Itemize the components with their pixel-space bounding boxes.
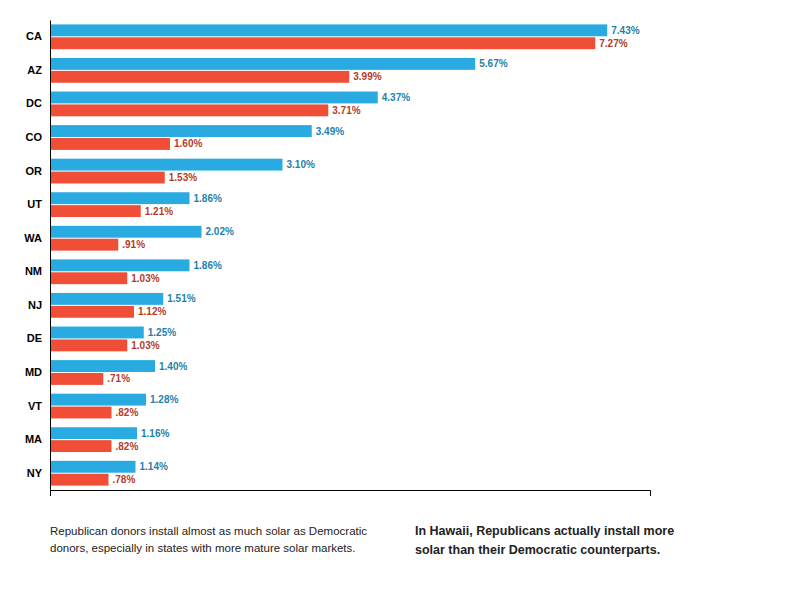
bar <box>50 272 127 284</box>
data-labels: 7.43% 5.67% 4.37% 3.49% 3.10% 1.86% 2.02% 1.86%… <box>107 25 639 485</box>
data-label: 1.14% <box>140 461 168 472</box>
series <box>50 24 607 472</box>
data-label: 3.10% <box>287 159 315 170</box>
tick-label: UT <box>27 198 42 210</box>
data-label: .82% <box>116 441 139 452</box>
data-label: 1.86% <box>194 260 222 271</box>
tick-label: NM <box>25 265 42 277</box>
data-label: 2.02% <box>206 226 234 237</box>
tick-label: CO <box>26 131 43 143</box>
bar <box>50 24 607 36</box>
axis-line <box>51 491 651 497</box>
tick-label: NJ <box>28 299 42 311</box>
tick-label: WA <box>24 232 42 244</box>
bar <box>50 394 146 406</box>
plot: 7.43% 5.67% 4.37% 3.49% 3.10% 1.86% 2.02% 1.86%… <box>24 21 650 497</box>
bar <box>50 205 141 217</box>
bar <box>50 327 144 339</box>
tick: NY <box>27 467 43 479</box>
y-axis: CA AZ DC CO OR UT WA NM NJ DE MD VT MA NY <box>24 21 50 491</box>
tick-label: DC <box>26 97 42 109</box>
bar <box>50 474 109 486</box>
data-label: .82% <box>116 407 139 418</box>
bar <box>50 125 312 137</box>
bar <box>50 440 112 452</box>
tick: VT <box>28 400 42 412</box>
tick: CA <box>26 30 42 42</box>
data-label: 3.99% <box>353 71 381 82</box>
tick-label: NY <box>27 467 43 479</box>
chart: 7.43% 5.67% 4.37% 3.49% 3.10% 1.86% 2.02% 1.86%… <box>0 0 800 600</box>
data-label: 1.25% <box>148 327 176 338</box>
bar <box>50 360 155 372</box>
bar <box>50 92 378 104</box>
data-label: 1.40% <box>159 361 187 372</box>
tick-label: CA <box>26 30 42 42</box>
axis-line <box>50 21 51 491</box>
data-label: 3.71% <box>332 105 360 116</box>
bar <box>50 259 190 271</box>
data-label: 1.03% <box>131 340 159 351</box>
bar <box>50 138 170 150</box>
tick: NJ <box>28 299 42 311</box>
data-label: 1.28% <box>150 394 178 405</box>
annotations: Republican donors install almost as much… <box>50 524 674 557</box>
bar <box>50 239 118 251</box>
bar <box>50 461 136 473</box>
tick: UT <box>27 198 42 210</box>
data-label: 5.67% <box>479 58 507 69</box>
data-label: 7.43% <box>611 25 639 36</box>
tick: DE <box>27 332 42 344</box>
data-label: .71% <box>107 373 130 384</box>
tick: NM <box>25 265 42 277</box>
data-label: 1.16% <box>141 428 169 439</box>
bar <box>50 427 137 439</box>
tick-label: VT <box>28 400 42 412</box>
bar <box>50 37 595 49</box>
data-label: 1.21% <box>145 206 173 217</box>
bar <box>50 226 202 238</box>
tick: AZ <box>27 64 42 76</box>
bar <box>50 104 328 116</box>
data-label: 3.49% <box>316 126 344 137</box>
bar <box>50 192 190 204</box>
tick: WA <box>24 232 42 244</box>
annotation: In Hawaii, Republicans actually install … <box>415 524 674 557</box>
data-label: 1.86% <box>194 193 222 204</box>
bar <box>50 306 134 318</box>
bar <box>50 58 475 70</box>
data-label: 1.03% <box>131 273 159 284</box>
tick-label: AZ <box>27 64 42 76</box>
tick: DC <box>26 97 42 109</box>
tick-label: DE <box>27 332 42 344</box>
bar <box>50 293 163 305</box>
bars <box>50 24 607 485</box>
tick-label: MA <box>25 433 42 445</box>
bar <box>50 339 127 351</box>
bar <box>50 71 349 83</box>
data-label: 4.37% <box>382 92 410 103</box>
tick: MA <box>25 433 42 445</box>
bar <box>50 172 165 184</box>
data-label: .91% <box>122 239 145 250</box>
tick-label: MD <box>25 366 42 378</box>
tick: OR <box>26 165 43 177</box>
data-label: 1.60% <box>174 138 202 149</box>
bar <box>50 159 283 171</box>
tick: MD <box>25 366 42 378</box>
tick-label: OR <box>26 165 43 177</box>
series <box>50 37 595 485</box>
tick: CO <box>26 131 43 143</box>
bar <box>50 407 112 419</box>
x-axis <box>51 491 651 497</box>
data-label: 1.12% <box>138 306 166 317</box>
bar <box>50 373 103 385</box>
data-label: 1.53% <box>169 172 197 183</box>
data-label: 1.51% <box>167 293 195 304</box>
data-label: 7.27% <box>599 38 627 49</box>
data-label: .78% <box>113 474 136 485</box>
annotation: Republican donors install almost as much… <box>50 525 367 554</box>
